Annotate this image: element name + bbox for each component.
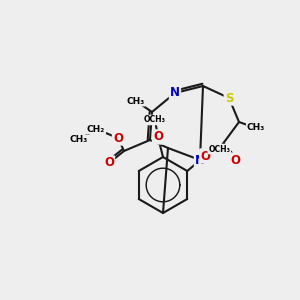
- Text: CH₃: CH₃: [70, 136, 88, 145]
- Text: O: O: [230, 154, 240, 166]
- Text: CH₃: CH₃: [127, 97, 145, 106]
- Text: OCH₃: OCH₃: [208, 145, 230, 154]
- Text: O: O: [153, 130, 163, 143]
- Text: OCH₃: OCH₃: [144, 116, 166, 124]
- Text: N: N: [170, 86, 180, 100]
- Text: N: N: [195, 154, 205, 166]
- Text: O: O: [113, 131, 123, 145]
- Text: CH₂: CH₂: [87, 124, 105, 134]
- Text: CH₃: CH₃: [247, 124, 265, 133]
- Text: S: S: [225, 92, 233, 104]
- Text: O: O: [200, 149, 210, 163]
- Text: O: O: [104, 157, 114, 169]
